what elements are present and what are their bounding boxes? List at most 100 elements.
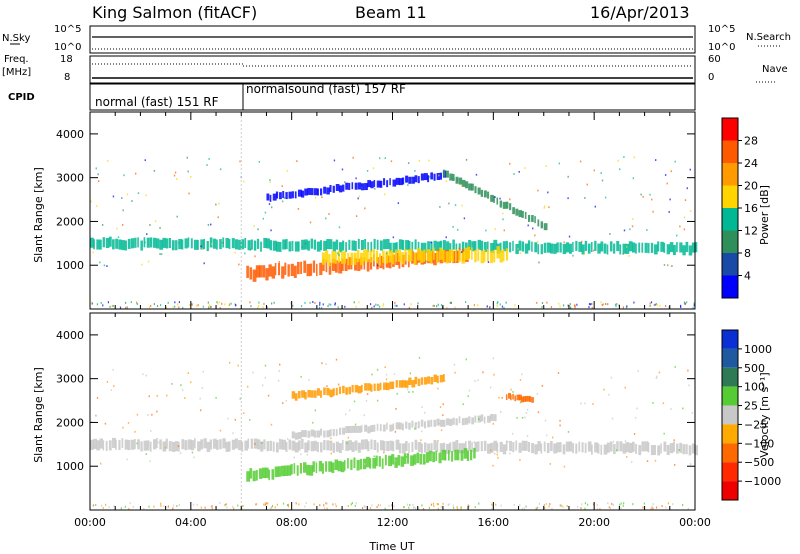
data-speckle: [187, 170, 189, 173]
data-cell: [401, 443, 406, 454]
data-speckle: [633, 433, 636, 435]
data-cell: [209, 439, 212, 450]
data-cell: [433, 240, 437, 251]
data-cell: [200, 239, 204, 250]
ground-scatter: [264, 502, 266, 505]
data-speckle: [282, 402, 284, 404]
ground-scatter: [354, 504, 356, 507]
data-cell: [360, 439, 365, 450]
data-cell: [509, 203, 512, 211]
y-tick-label: 1000: [56, 259, 84, 272]
data-cell: [401, 177, 405, 185]
data-cell: [505, 440, 508, 451]
ground-scatter: [417, 302, 419, 305]
data-cell: [329, 429, 332, 437]
data-speckle: [227, 417, 229, 420]
data-cell: [299, 462, 303, 474]
ground-scatter: [569, 303, 571, 306]
data-cell: [332, 428, 335, 436]
data-speckle: [106, 265, 108, 267]
ground-scatter: [287, 503, 290, 506]
data-cell: [457, 449, 460, 461]
data-cell: [493, 440, 498, 451]
data-speckle: [103, 264, 106, 267]
data-cell: [290, 263, 294, 277]
data-cell: [414, 376, 418, 385]
data-speckle: [616, 449, 618, 452]
ground-scatter: [271, 504, 274, 507]
data-speckle: [270, 229, 272, 232]
colorbar-tick-label: 4: [744, 270, 751, 283]
data-speckle: [261, 441, 263, 444]
data-cell: [348, 239, 351, 250]
data-cell: [578, 241, 583, 252]
ground-scatter: [160, 304, 162, 307]
ground-scatter: [422, 507, 425, 510]
data-speckle: [632, 177, 635, 180]
ground-scatter: [615, 305, 617, 308]
data-cell: [609, 441, 613, 452]
data-speckle: [418, 356, 421, 359]
ground-scatter: [264, 503, 266, 506]
data-cell: [502, 444, 507, 455]
data-speckle: [222, 241, 224, 244]
colorbar-tick-label: 20: [744, 180, 758, 193]
data-speckle: [174, 171, 177, 174]
data-cell: [638, 242, 641, 253]
ground-scatter: [622, 306, 624, 309]
colorbar-segment: [722, 118, 738, 141]
data-cell: [118, 439, 121, 451]
data-speckle: [547, 191, 549, 194]
data-speckle: [544, 419, 547, 422]
data-speckle: [551, 436, 554, 439]
data-cell: [376, 383, 380, 391]
data-speckle: [654, 459, 657, 462]
data-cell: [335, 260, 338, 273]
data-speckle: [239, 397, 241, 400]
data-cell: [587, 243, 591, 254]
data-speckle: [668, 211, 670, 213]
velocity-data: [90, 313, 698, 510]
data-cell: [395, 422, 400, 430]
data-cell: [345, 426, 350, 434]
data-cell: [487, 191, 490, 199]
ground-scatter: [609, 507, 611, 510]
ground-scatter: [111, 305, 113, 308]
data-cell: [334, 251, 337, 264]
data-cell: [466, 450, 470, 461]
data-cell: [600, 241, 604, 252]
data-cell: [394, 457, 398, 468]
data-cell: [427, 376, 430, 384]
data-speckle: [439, 206, 441, 208]
data-cell: [373, 179, 376, 187]
ground-scatter: [174, 301, 176, 304]
data-speckle: [210, 223, 212, 226]
ground-scatter: [221, 302, 223, 305]
data-cell: [263, 439, 266, 450]
data-speckle: [467, 395, 469, 398]
data-speckle: [425, 260, 427, 263]
data-speckle: [440, 429, 443, 432]
data-cell: [249, 267, 253, 280]
ground-scatter: [371, 504, 373, 507]
data-speckle: [173, 174, 176, 177]
data-cell: [389, 440, 393, 451]
data-speckle: [631, 225, 634, 228]
data-cell: [367, 180, 372, 188]
ground-scatter: [211, 507, 213, 510]
data-speckle: [629, 228, 631, 231]
data-speckle: [378, 157, 381, 160]
ground-scatter: [477, 304, 479, 307]
data-cell: [345, 182, 349, 190]
data-cell: [625, 442, 630, 453]
ground-scatter: [358, 301, 360, 304]
ground-scatter: [377, 504, 380, 507]
ground-scatter: [460, 507, 462, 510]
data-speckle: [412, 390, 414, 393]
data-cell: [524, 395, 528, 402]
data-cell: [348, 426, 352, 434]
data-cell: [266, 238, 271, 249]
data-cell: [124, 439, 129, 450]
data-cell: [257, 439, 261, 450]
data-cell: [679, 242, 683, 253]
